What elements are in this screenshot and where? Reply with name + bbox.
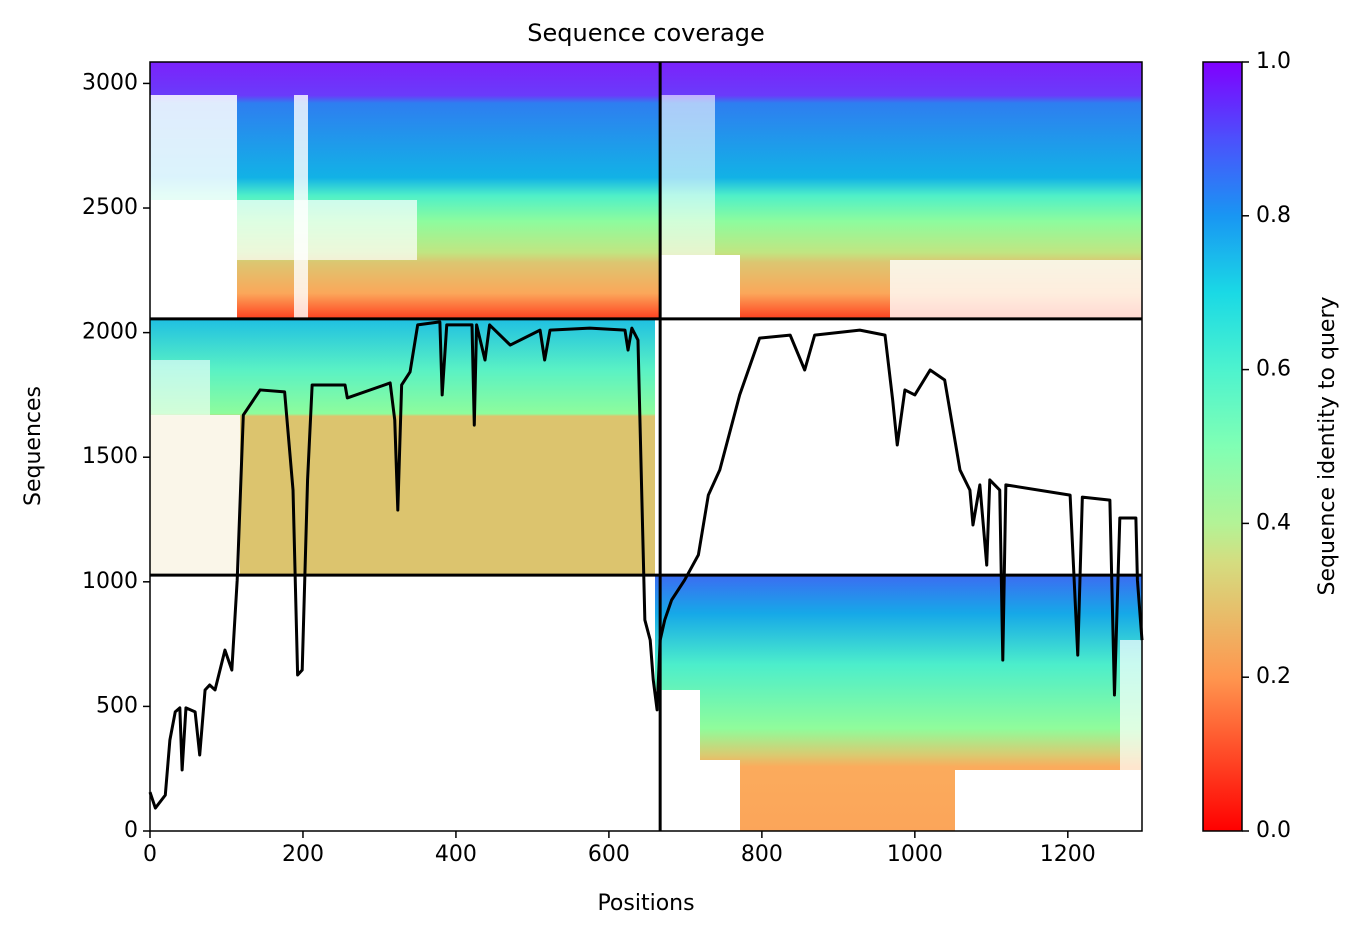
y-tick-label: 3000 <box>82 70 138 95</box>
y-tick-label: 1500 <box>82 444 138 469</box>
y-axis-label: Sequences <box>21 386 46 506</box>
y-tick-label: 2500 <box>82 195 138 220</box>
colorbar-tick-label: 0.4 <box>1256 510 1291 535</box>
coverage-line <box>148 320 1144 810</box>
colorbar-tick-label: 0.8 <box>1256 203 1291 228</box>
colorbar-tick-label: 0.2 <box>1256 664 1291 689</box>
plot-frame <box>149 61 1143 832</box>
x-axis-label: Positions <box>597 891 694 916</box>
y-tick-label: 500 <box>96 693 138 718</box>
y-tick-label: 0 <box>124 818 138 843</box>
y-tick-label: 1000 <box>82 569 138 594</box>
x-tick-label: 600 <box>588 842 630 867</box>
y-tick-label: 2000 <box>82 320 138 345</box>
x-tick-label: 0 <box>143 842 157 867</box>
x-tick-label: 800 <box>741 842 783 867</box>
colorbar <box>1202 61 1243 832</box>
x-tick-label: 400 <box>435 842 477 867</box>
colorbar-tick-label: 0.6 <box>1256 357 1291 382</box>
colorbar-tick-label: 1.0 <box>1256 49 1291 74</box>
colorbar-label: Sequence identity to query <box>1315 296 1340 595</box>
colorbar-tick-label: 0.0 <box>1256 818 1291 843</box>
x-tick-label: 200 <box>282 842 324 867</box>
coverage-heatmap <box>150 62 1142 831</box>
x-tick-label: 1200 <box>1040 842 1096 867</box>
chart-title: Sequence coverage <box>527 19 764 47</box>
x-tick-label: 1000 <box>887 842 943 867</box>
